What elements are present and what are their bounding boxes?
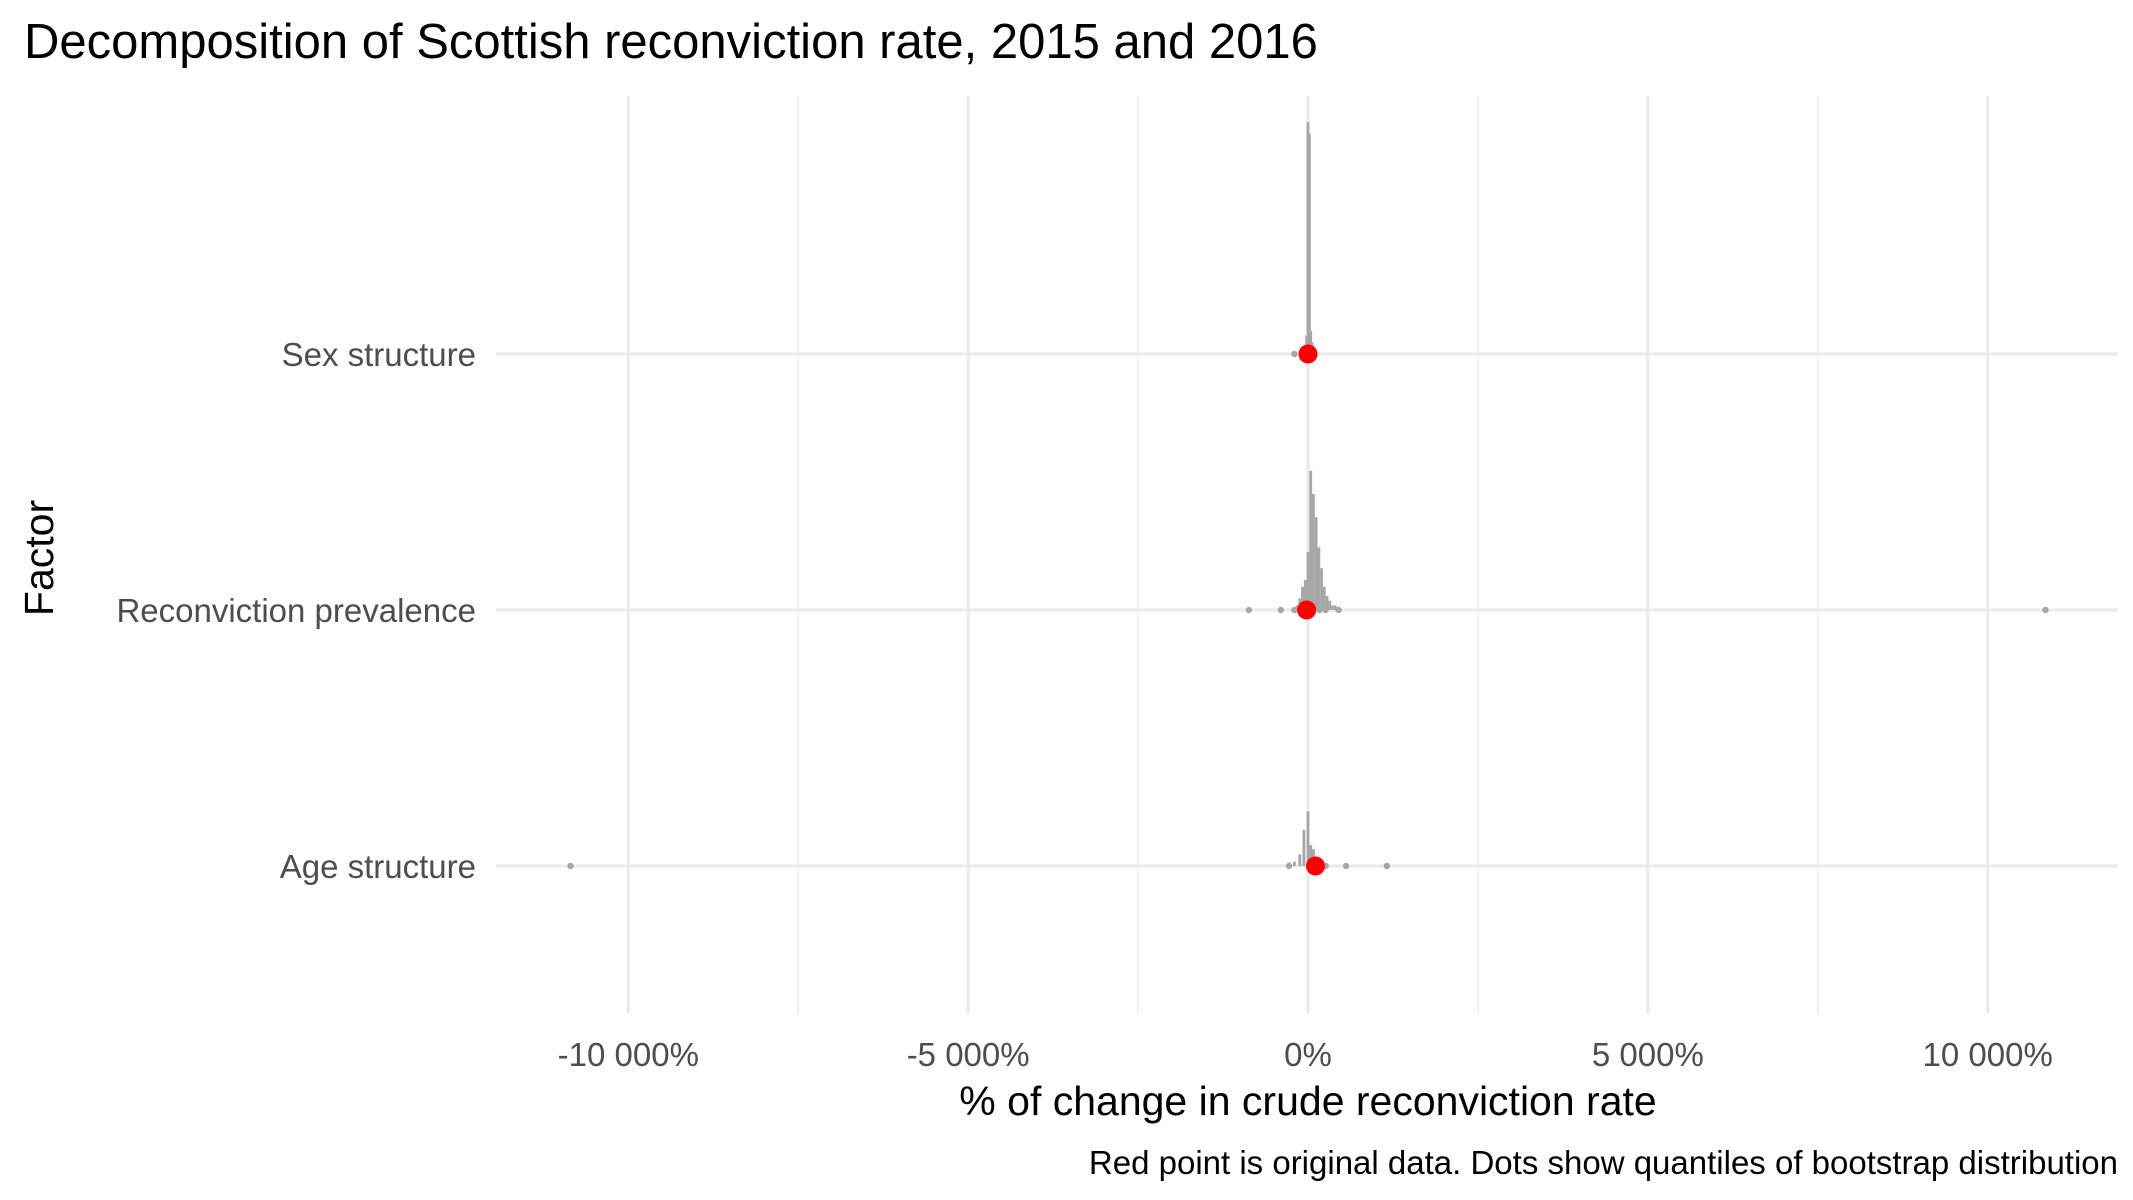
bootstrap-quantile-dot — [1335, 606, 1342, 614]
bootstrap-quantile-dot — [1285, 862, 1293, 870]
x-tick-label: -10 000% — [558, 1036, 699, 1073]
bootstrap-quantile-dot — [1342, 862, 1350, 870]
bootstrap-quantile-dot — [2042, 606, 2049, 614]
bootstrap-distribution-bar — [1320, 568, 1323, 610]
bootstrap-quantile-dot — [1277, 606, 1285, 614]
y-axis-title: Factor — [16, 500, 62, 616]
x-tick-labels: -10 000% -5 000% 0% 5 000% 10 000% — [558, 1036, 2053, 1073]
original-data-points — [1297, 344, 1325, 876]
bootstrap-distribution-bar — [1333, 605, 1337, 610]
bootstrap-distribution-bar — [1293, 861, 1296, 866]
bootstrap-distribution-bar — [1306, 552, 1310, 610]
bootstrap-distribution-bar — [1312, 494, 1315, 610]
bootstrap-distribution-bar — [1302, 829, 1306, 866]
bootstrap-distribution-bar — [1295, 605, 1299, 610]
bootstrap-distribution-bar — [1314, 517, 1318, 610]
y-tick-label: Sex structure — [282, 336, 476, 373]
x-axis-title: % of change in crude reconviction rate — [959, 1078, 1656, 1124]
chart-title: Decomposition of Scottish reconviction r… — [24, 15, 1318, 69]
y-tick-label: Age structure — [280, 848, 476, 885]
bootstrap-distribution-bar — [1325, 596, 1329, 610]
x-tick-label: 0% — [1284, 1036, 1332, 1073]
original-data-point — [1305, 856, 1325, 876]
chart-caption: Red point is original data. Dots show qu… — [1089, 1144, 2118, 1181]
original-data-point — [1298, 344, 1318, 364]
y-tick-label: Reconviction prevalence — [116, 592, 476, 629]
bootstrap-quantile-dot — [1316, 606, 1323, 614]
bootstrap-distribution-bar — [1328, 600, 1332, 610]
bootstrap-distribution-bar — [1307, 133, 1311, 354]
original-data-point — [1297, 600, 1317, 620]
x-tick-label: -5 000% — [907, 1036, 1030, 1073]
bootstrap-distribution-bar — [1309, 845, 1313, 866]
bootstrap-quantile-dot — [567, 862, 574, 870]
x-tick-label: 5 000% — [1592, 1036, 1704, 1073]
bootstrap-distribution-bar — [1303, 579, 1307, 610]
bootstrap-distribution-bar — [1309, 470, 1313, 610]
bootstrap-distribution-bar — [1322, 586, 1326, 610]
bootstrap-distribution-bar — [1331, 605, 1334, 610]
bootstrap-quantile-dot — [1245, 606, 1253, 614]
bootstrap-quantile-dot — [1291, 350, 1298, 358]
bootstrap-distribution-bar — [1301, 586, 1304, 610]
bootstrap-distribution-bar — [1317, 547, 1321, 610]
bootstrap-quantile-dot — [1291, 606, 1298, 614]
bootstrap-quantile-dot — [1322, 606, 1329, 614]
bootstrap-distribution-bar — [1298, 854, 1302, 866]
y-tick-labels: Sex structure Reconviction prevalence Age … — [116, 336, 476, 885]
bootstrap-distribution-bar — [1306, 811, 1310, 866]
bootstrap-quantile-dot — [1383, 862, 1391, 870]
x-tick-label: 10 000% — [1923, 1036, 2053, 1073]
